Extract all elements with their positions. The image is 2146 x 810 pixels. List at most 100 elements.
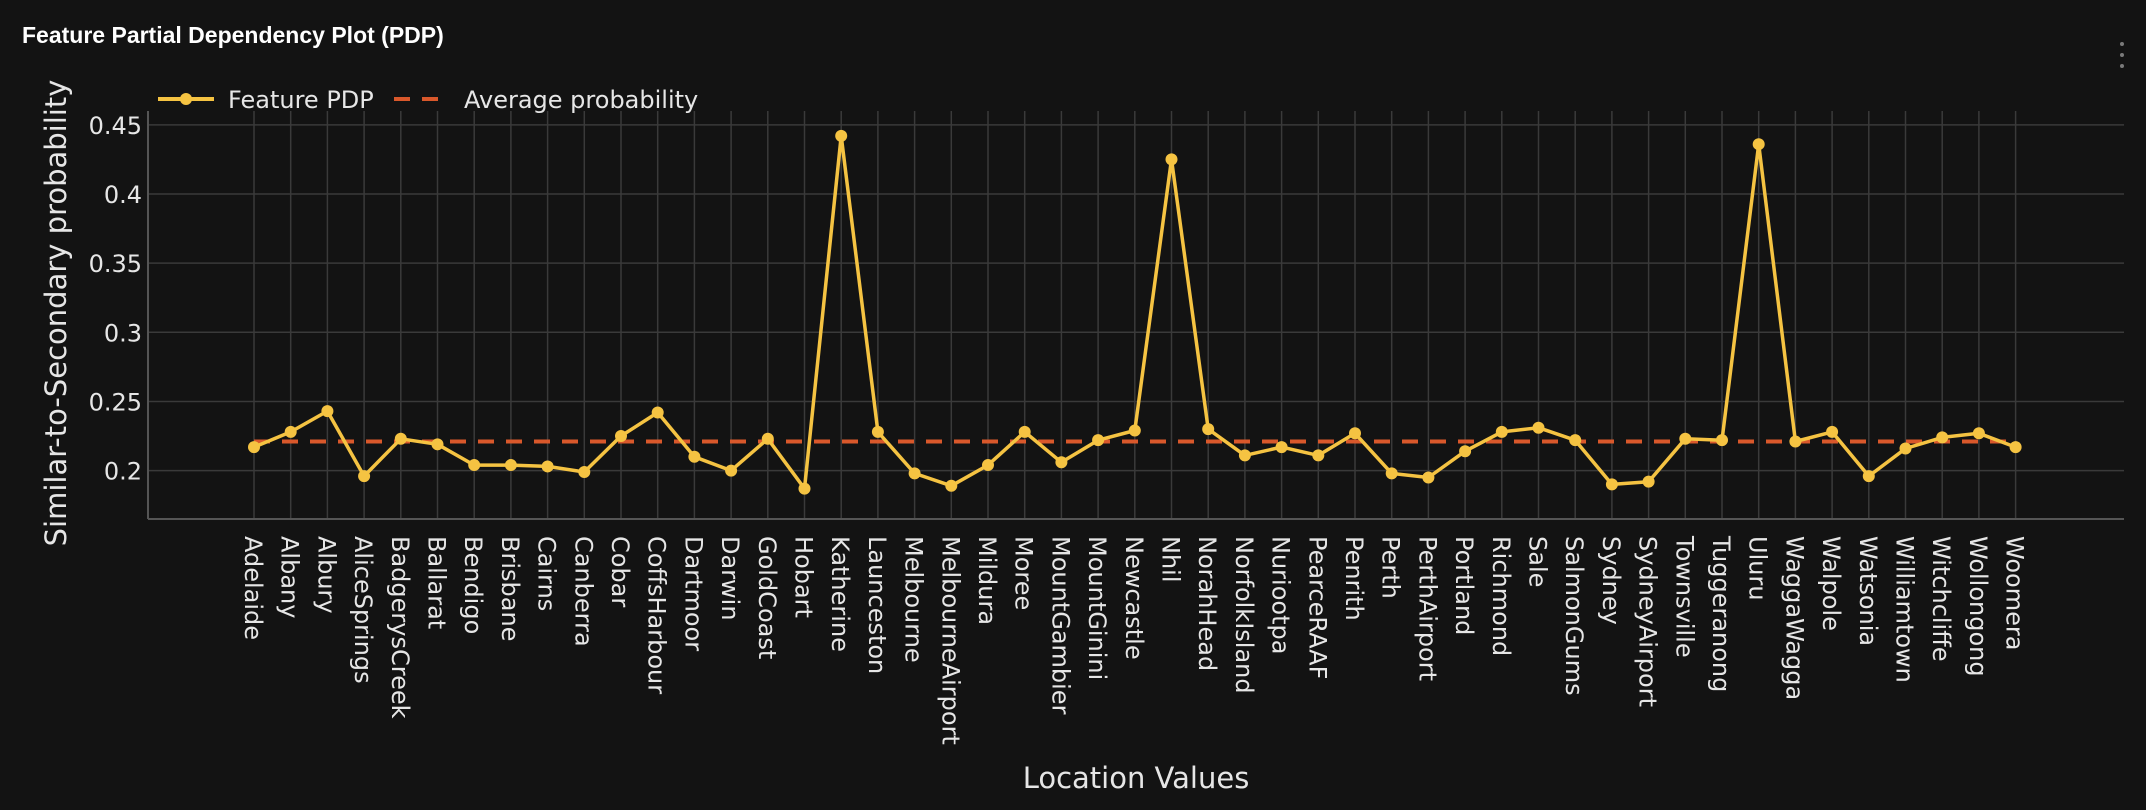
x-tick-label: Sydney: [1597, 536, 1625, 625]
pdp-point[interactable]: [982, 459, 994, 472]
pdp-point[interactable]: [504, 459, 517, 472]
pdp-point[interactable]: [1349, 427, 1361, 440]
pdp-point[interactable]: [1789, 435, 1802, 448]
pdp-point[interactable]: [1459, 445, 1472, 458]
pdp-point[interactable]: [578, 465, 591, 478]
pdp-point[interactable]: [798, 482, 811, 495]
x-tick-label: Townsville: [1670, 535, 1698, 658]
pdp-point[interactable]: [1165, 153, 1178, 166]
pdp-point[interactable]: [541, 460, 554, 473]
pdp-point[interactable]: [321, 405, 334, 418]
series-layer: [248, 129, 2022, 495]
pdp-point[interactable]: [761, 432, 774, 445]
pdp-point[interactable]: [1385, 467, 1398, 480]
pdp-point[interactable]: [1018, 425, 1031, 438]
x-tick-label: Portland: [1450, 536, 1478, 635]
vertical-dots-icon[interactable]: [2116, 42, 2128, 76]
x-tick-label: Penrith: [1340, 536, 1368, 621]
pdp-point[interactable]: [1862, 470, 1875, 483]
pdp-point[interactable]: [615, 430, 627, 443]
pdp-point[interactable]: [1936, 431, 1949, 444]
pdp-point[interactable]: [1826, 425, 1839, 438]
x-tick-label: Perth: [1377, 536, 1405, 599]
x-tick-label: MountGinini: [1083, 536, 1111, 680]
x-tick-label: MelbourneAirport: [936, 536, 964, 745]
x-tick-label: MountGambier: [1046, 536, 1074, 715]
x-tick-label: Witchcliffe: [1927, 536, 1955, 662]
grid-layer: [148, 111, 2124, 519]
pdp-point[interactable]: [1569, 434, 1582, 447]
pdp-point[interactable]: [908, 467, 921, 480]
pdp-point[interactable]: [1605, 478, 1618, 491]
x-tick-label: Albury: [312, 536, 340, 614]
x-tick-label: Mildura: [973, 536, 1001, 625]
pdp-point[interactable]: [688, 450, 701, 463]
x-tick-label: SydneyAirport: [1634, 536, 1662, 707]
pdp-point[interactable]: [835, 129, 848, 142]
pdp-point[interactable]: [468, 459, 481, 472]
x-tick-label: AliceSprings: [349, 536, 377, 684]
x-tick-label: Williamtown: [1891, 536, 1919, 683]
x-tick-label: PearceRAAF: [1303, 536, 1331, 679]
pdp-point[interactable]: [248, 441, 260, 454]
pdp-point[interactable]: [1202, 423, 1215, 436]
x-tick-label: Melbourne: [900, 536, 928, 663]
x-tick-label: WaggaWagga: [1780, 536, 1808, 700]
y-tick-label: 0.4: [104, 181, 142, 209]
pdp-point[interactable]: [1899, 442, 1912, 455]
pdp-point[interactable]: [2009, 441, 2022, 454]
pdp-point[interactable]: [1275, 441, 1288, 454]
pdp-point[interactable]: [1092, 434, 1105, 447]
x-tick-label: Moree: [1010, 536, 1038, 610]
pdp-point[interactable]: [1128, 424, 1141, 437]
pdp-point[interactable]: [1055, 456, 1068, 469]
x-tick-label: Richmond: [1487, 536, 1515, 656]
x-tick-label: Launceston: [863, 536, 891, 674]
x-tick-label: Nuriootpa: [1267, 536, 1295, 654]
x-tick-label: Watsonia: [1854, 536, 1882, 646]
pdp-point[interactable]: [651, 406, 664, 419]
x-tick-label: CoffsHarbour: [643, 536, 671, 694]
x-tick-label: Newcastle: [1120, 536, 1148, 660]
panel-title: Feature Partial Dependency Plot (PDP): [22, 22, 444, 48]
x-tick-label: Canberra: [569, 536, 597, 647]
x-tick-label: Albany: [276, 536, 304, 618]
pdp-point[interactable]: [945, 479, 958, 492]
pdp-point[interactable]: [1312, 449, 1325, 462]
pdp-point[interactable]: [431, 438, 444, 451]
x-tick-label: SalmonGums: [1560, 536, 1588, 696]
pdp-point[interactable]: [1495, 425, 1508, 438]
pdp-point[interactable]: [1752, 138, 1765, 151]
x-axis-title: Location Values: [1023, 761, 1250, 795]
y-tick-label: 0.2: [104, 458, 142, 486]
legend-average-label: Average probability: [464, 86, 698, 114]
pdp-point[interactable]: [1716, 434, 1728, 447]
x-tick-label: GoldCoast: [753, 536, 781, 659]
x-tick-label: Cobar: [606, 536, 634, 607]
y-tick-label: 0.3: [104, 319, 142, 347]
y-tick-label: 0.35: [89, 250, 142, 278]
pdp-point[interactable]: [1972, 427, 1985, 440]
pdp-point[interactable]: [1679, 432, 1692, 445]
pdp-point[interactable]: [1642, 475, 1655, 488]
x-tick-label: NorahHead: [1193, 536, 1221, 671]
pdp-point[interactable]: [871, 425, 884, 438]
pdp-point[interactable]: [1532, 421, 1545, 434]
pdp-point[interactable]: [1238, 449, 1251, 462]
x-tick-label: NorfolkIsland: [1230, 536, 1258, 694]
y-tick-label: 0.25: [89, 388, 142, 416]
pdp-point[interactable]: [358, 470, 371, 483]
x-tick-label: Walpole: [1817, 536, 1845, 631]
x-tick-label: Sale: [1524, 536, 1552, 587]
pdp-point[interactable]: [725, 464, 738, 477]
y-axis-title: Similar-to-Secondary probability: [39, 80, 73, 547]
x-tick-label: Cairns: [533, 536, 561, 611]
pdp-point[interactable]: [284, 425, 297, 438]
x-tick-label: Bendigo: [459, 536, 487, 634]
x-tick-label: Adelaide: [239, 536, 267, 640]
pdp-point[interactable]: [1422, 471, 1435, 484]
legend[interactable]: Feature PDP Average probability: [158, 86, 698, 114]
x-tick-label: Tuggeranong: [1707, 535, 1735, 692]
x-tick-label: PerthAirport: [1413, 536, 1441, 681]
pdp-point[interactable]: [394, 432, 407, 445]
